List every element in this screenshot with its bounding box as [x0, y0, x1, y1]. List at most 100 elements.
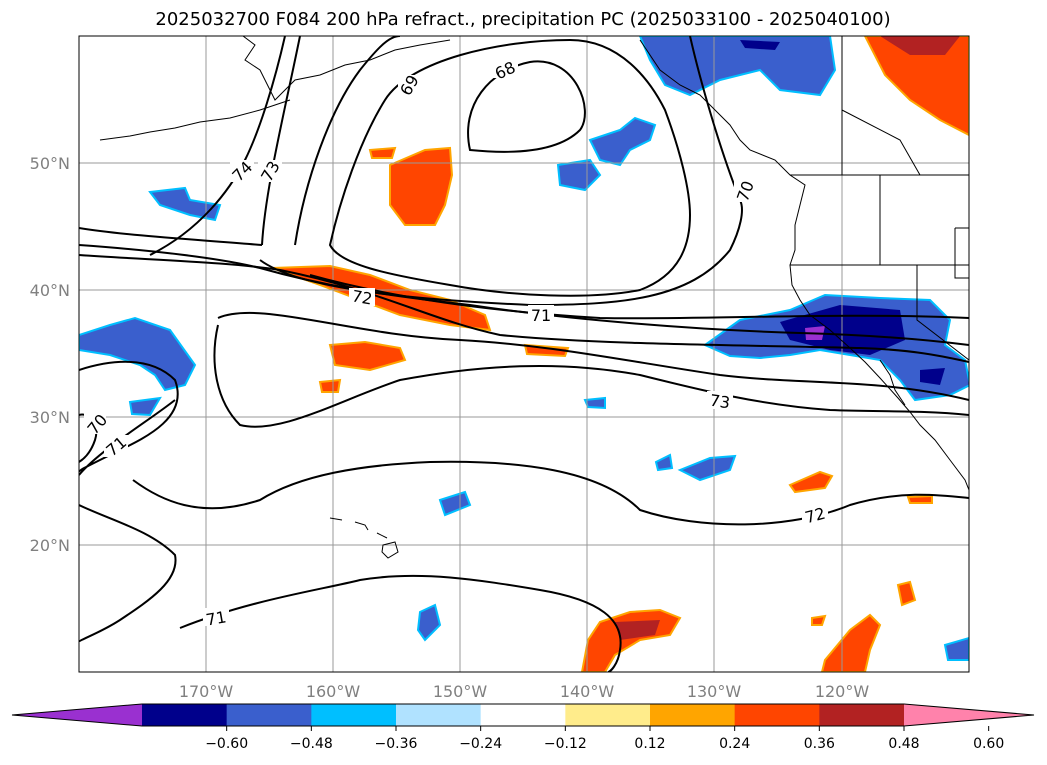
positive-anomaly-patch [896, 580, 917, 607]
contour-label-71: 71 [531, 306, 551, 325]
lon-label-170w: 170°W [179, 682, 234, 701]
colorbar-tick-label: 0.60 [973, 736, 1004, 752]
lon-label-150w: 150°W [433, 682, 488, 701]
state-borders [790, 36, 969, 361]
colorbar-ticks: −0.60 −0.48 −0.36 −0.24 −0.12 0.12 0.24 0.36 0.4… [205, 726, 1004, 752]
latitude-labels: 50°N 40°N 30°N 20°N [30, 154, 70, 555]
contour-label-71: 71 [204, 607, 227, 629]
positive-anomaly-patch [880, 36, 960, 55]
positive-anomaly-patch [863, 36, 969, 137]
colorbar-tick-label: −0.24 [459, 736, 502, 752]
coastlines-and-borders [99, 36, 969, 559]
colorbar-segment [226, 704, 312, 726]
contour-label-72: 72 [803, 504, 828, 528]
positive-anomaly-patch [368, 146, 397, 159]
colorbar-tick-label: −0.36 [375, 736, 418, 752]
contour-label-72: 72 [350, 286, 373, 308]
negative-anomaly-patch [148, 186, 222, 222]
contour-line-72-south [217, 311, 969, 401]
contour-line-72 [79, 244, 969, 346]
contour-line-73 [79, 254, 969, 363]
positive-anomaly-patch [389, 146, 454, 226]
lon-label-120w: 120°W [815, 682, 870, 701]
contour-label-bg [230, 160, 254, 182]
colorbar-segment [311, 704, 397, 726]
contour-label-bg [398, 75, 420, 93]
negative-anomaly-patch [638, 36, 837, 97]
negative-anomaly-patch [677, 454, 737, 482]
negative-anomaly-patch [588, 116, 657, 167]
contour-label-bg [734, 180, 756, 202]
colorbar-segments [11, 703, 1035, 727]
contour-label-bg [203, 608, 229, 626]
contour-label-bg [492, 60, 518, 78]
colorbar-segment [650, 704, 736, 726]
contour-line-69 [328, 38, 692, 297]
contour-line-73-loop [213, 324, 969, 428]
contour-label-bg [349, 288, 375, 306]
contour-label-bg [802, 505, 828, 523]
map-panel: 68 69 70 70 71 71 71 72 72 73 73 74 [78, 35, 970, 673]
lon-label-130w: 130°W [687, 682, 742, 701]
contour-labels: 68 69 70 70 71 71 71 72 72 73 73 74 [84, 58, 828, 630]
contour-line-71-south [79, 504, 622, 672]
colorbar-tick-label: 0.48 [888, 736, 919, 752]
positive-anomaly-patch [906, 494, 933, 504]
contour-line-68 [467, 60, 586, 153]
colorbar-under-extension [12, 704, 142, 726]
contour-label-bg [84, 412, 106, 434]
colorbar-tick-label: −0.12 [544, 736, 587, 752]
colorbar-segment [142, 704, 228, 726]
baja-coastline [879, 359, 906, 406]
contour-line-72-mid [132, 460, 969, 526]
graticule [79, 36, 969, 672]
negative-anomaly-patch [943, 636, 969, 661]
colorbar: −0.60 −0.48 −0.36 −0.24 −0.12 0.12 0.24 0.36 0.4… [11, 703, 1035, 752]
negative-anomaly-patch [920, 368, 945, 385]
negative-anomaly-patch [128, 396, 162, 417]
positive-anomaly-patch [328, 340, 407, 372]
map-frame [78, 35, 970, 673]
negative-anomaly-patch [583, 396, 606, 410]
lon-label-140w: 140°W [560, 682, 615, 701]
colorbar-tick-label: 0.24 [719, 736, 750, 752]
negative-anomaly-patch [556, 158, 602, 192]
negative-anomaly-patch [740, 40, 780, 50]
colorbar-segment [565, 704, 651, 726]
negative-anomaly-patch [654, 453, 674, 472]
negative-anomaly-patch [416, 603, 442, 642]
positive-anomaly-patch [318, 378, 342, 393]
positive-anomaly-patch [615, 620, 660, 640]
contour-label-bg [104, 435, 128, 457]
figure-title: 2025032700 F084 200 hPa refract., precip… [155, 9, 890, 30]
longitude-labels: 170°W 160°W 150°W 140°W 130°W 120°W [179, 682, 870, 701]
contour-label-bg [258, 160, 282, 182]
colorbar-tick-label: −0.60 [205, 736, 248, 752]
positive-anomaly-patch [788, 470, 834, 494]
colorbar-segment [734, 704, 820, 726]
lat-label-40n: 40°N [30, 281, 70, 300]
colorbar-over-extension [904, 704, 1034, 726]
colorbar-segment [396, 704, 482, 726]
contour-label-73: 73 [709, 391, 732, 413]
colorbar-segment [819, 704, 905, 726]
refractivity-contours [79, 36, 969, 672]
map-background [79, 36, 969, 672]
lon-label-160w: 160°W [306, 682, 361, 701]
colorbar-outline [11, 703, 1035, 727]
colorbar-tick-label: 0.12 [634, 736, 665, 752]
contour-label-bg [707, 391, 733, 409]
lat-label-50n: 50°N [30, 154, 70, 173]
negative-anomaly-patch [438, 490, 472, 517]
aleutian-islands [99, 99, 291, 141]
alaska-coastline [242, 36, 451, 101]
positive-anomaly-patch [820, 613, 882, 672]
colorbar-tick-label: −0.48 [290, 736, 333, 752]
colorbar-segment [480, 704, 566, 726]
positive-anomaly-patch [811, 614, 827, 626]
lat-label-20n: 20°N [30, 536, 70, 555]
contour-label-bg [528, 305, 554, 323]
lat-label-30n: 30°N [30, 408, 70, 427]
hawaii-islands [329, 517, 399, 559]
